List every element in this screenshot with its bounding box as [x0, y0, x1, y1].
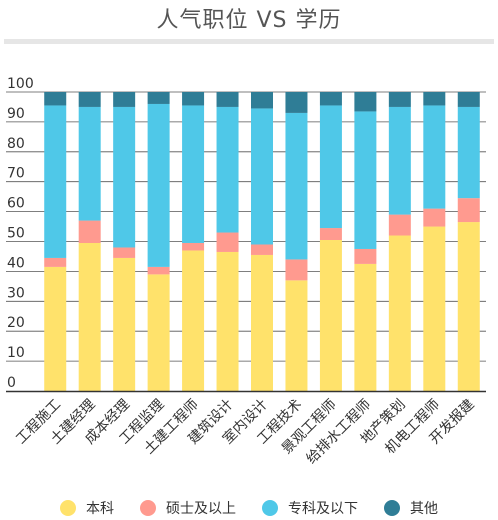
bar-segment	[388, 92, 411, 107]
bar-segment	[388, 235, 411, 391]
chart-legend: 本科 硕士及以上 专科及以下 其他	[0, 498, 498, 518]
legend-swatch	[384, 500, 400, 516]
bar-segment	[147, 92, 170, 104]
bar-segment	[147, 103, 170, 267]
bar-segment	[388, 214, 411, 236]
legend-item[interactable]: 本科	[60, 498, 114, 518]
bar-segment	[388, 106, 411, 215]
bar-segment	[285, 280, 308, 391]
bar-segment	[216, 232, 239, 252]
bar-segment	[251, 244, 273, 255]
legend-swatch	[60, 500, 76, 516]
stacked-bar-chart: 0102030405060708090100工程施工土建经理成本经理工程监理土建…	[6, 76, 486, 467]
bar-segment	[354, 248, 377, 264]
bar-segment	[423, 208, 446, 227]
y-tick-label: 30	[7, 285, 25, 301]
bar-segment	[251, 254, 273, 391]
bar-segment	[251, 92, 273, 109]
bar-segment	[285, 259, 308, 281]
bar-segment	[423, 92, 446, 106]
bar-segment	[457, 198, 480, 223]
bar-segment	[147, 266, 170, 275]
bar-segment	[44, 92, 67, 106]
y-tick-label: 40	[7, 255, 25, 271]
bar-segment	[216, 106, 239, 233]
bar-segment	[182, 92, 205, 106]
bar-segment	[113, 106, 136, 248]
legend-item[interactable]: 硕士及以上	[140, 498, 236, 518]
bar-segment	[182, 242, 205, 251]
bar-segment	[319, 240, 342, 391]
bar-segment	[319, 105, 342, 229]
legend-label: 其他	[410, 501, 438, 517]
y-tick-label: 20	[7, 315, 25, 331]
y-tick-label: 100	[7, 76, 34, 92]
bar-segment	[78, 242, 101, 391]
y-tick-label: 0	[7, 375, 16, 391]
bar-segment	[354, 263, 377, 391]
bar-segment	[44, 257, 67, 267]
legend-swatch	[140, 500, 156, 516]
y-tick-label: 80	[7, 136, 25, 152]
bar-segment	[319, 92, 342, 106]
bar-segment	[319, 228, 342, 241]
legend-label: 硕士及以上	[166, 501, 236, 517]
bar-segment	[78, 220, 101, 243]
y-tick-label: 70	[7, 166, 25, 182]
legend-item[interactable]: 专科及以下	[262, 498, 358, 518]
bar-segment	[113, 92, 136, 107]
y-tick-label: 60	[7, 196, 25, 212]
bar-segment	[147, 274, 170, 391]
legend-swatch	[262, 500, 278, 516]
bar-segment	[457, 106, 480, 199]
bar-segment	[216, 251, 239, 391]
legend-label: 专科及以下	[288, 501, 358, 517]
bar-segment	[354, 111, 377, 249]
bar-segment	[44, 105, 67, 258]
bar-segment	[78, 92, 101, 107]
bar-segment	[44, 266, 67, 391]
bar-segment	[113, 257, 136, 391]
bar-segment	[182, 250, 205, 391]
bar-segment	[457, 222, 480, 391]
bar-segment	[423, 105, 446, 209]
bar-segment	[182, 105, 205, 243]
bar-segment	[216, 92, 239, 107]
bar-segment	[78, 106, 101, 221]
chart-title: 人气职位 VS 学历	[156, 8, 342, 33]
title-divider	[4, 39, 494, 44]
y-tick-label: 10	[7, 345, 25, 361]
bar-segment	[285, 112, 308, 260]
bar-segment	[251, 108, 273, 245]
legend-label: 本科	[86, 501, 114, 517]
bar-segment	[285, 92, 308, 113]
y-tick-label: 90	[7, 106, 25, 122]
bar-segment	[423, 226, 446, 391]
legend-item[interactable]: 其他	[384, 498, 438, 518]
y-tick-label: 50	[7, 226, 25, 242]
bar-segment	[457, 92, 480, 107]
bar-segment	[354, 92, 377, 112]
bar-segment	[113, 247, 136, 258]
